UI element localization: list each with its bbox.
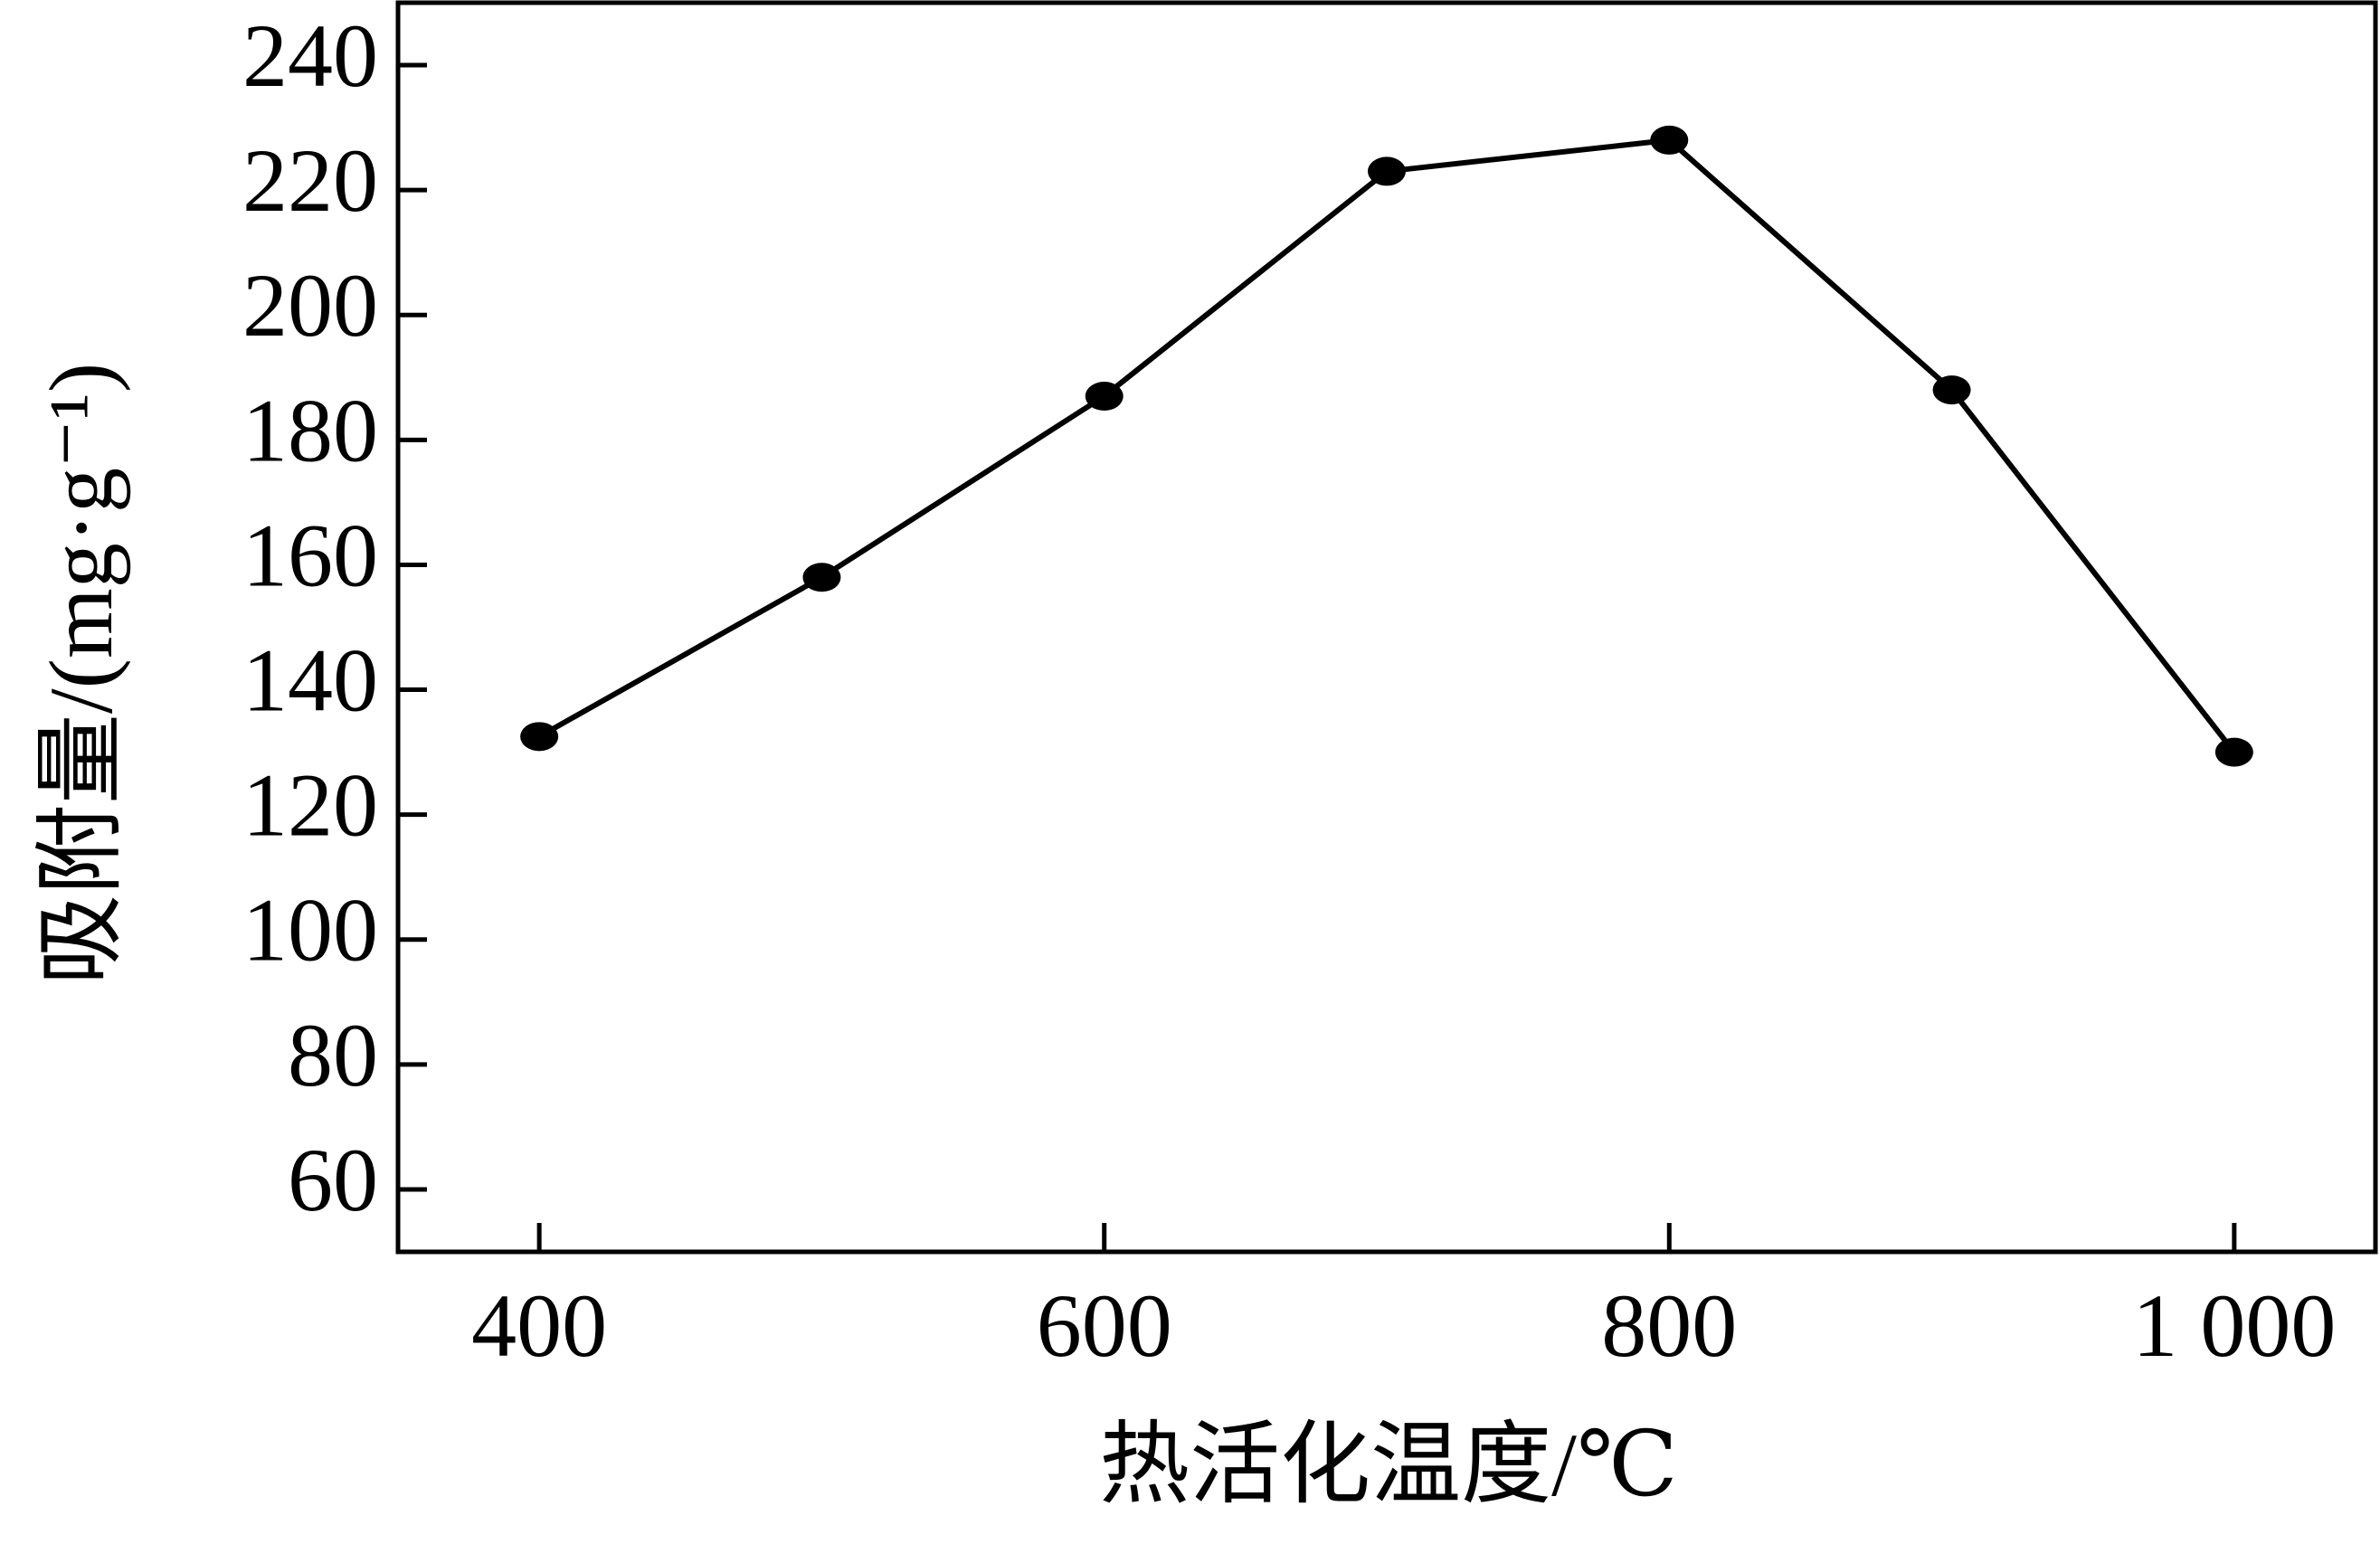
y-axis-label: 吸附量/(mg·g⁻¹) (31, 363, 131, 985)
line (537, 137, 2237, 754)
marker (1650, 125, 1689, 155)
x-tick-label: 1 000 (2132, 1275, 2336, 1376)
y-tick-label: 80 (288, 1005, 378, 1105)
y-tick-label: 160 (242, 505, 378, 605)
marker (1932, 375, 1971, 405)
marker (520, 722, 559, 752)
y-tick-label: 140 (242, 630, 378, 731)
y-tick-label: 120 (242, 755, 378, 856)
x-tick-label: 800 (1601, 1275, 1737, 1376)
y-tick-label: 60 (288, 1130, 378, 1230)
x-tick-label: 400 (471, 1275, 607, 1376)
x-axis-label: 热活化温度/℃ (1099, 1415, 1678, 1515)
y-tick-label: 240 (242, 5, 378, 106)
marker (802, 563, 841, 592)
y-tick-label: 180 (242, 380, 378, 480)
marker (2214, 737, 2253, 767)
y-tick-label: 100 (242, 880, 378, 980)
marker (1368, 156, 1406, 186)
plot-frame (395, 0, 2378, 1255)
y-tick-label: 220 (242, 130, 378, 231)
y-tick-label: 200 (242, 255, 378, 355)
x-tick-label: 600 (1037, 1275, 1172, 1376)
marker (1085, 382, 1124, 412)
